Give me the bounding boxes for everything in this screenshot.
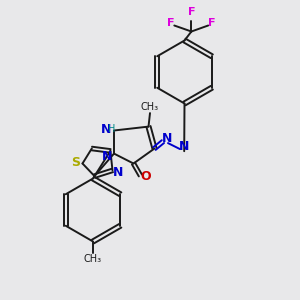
Text: N: N <box>100 122 111 136</box>
Text: N: N <box>162 132 172 146</box>
Text: N: N <box>179 140 189 153</box>
Text: S: S <box>71 156 80 170</box>
Text: N: N <box>102 150 112 163</box>
Text: O: O <box>140 170 151 184</box>
Text: F: F <box>208 18 216 28</box>
Text: N: N <box>113 166 124 179</box>
Text: H: H <box>108 124 115 134</box>
Text: CH₃: CH₃ <box>141 101 159 112</box>
Text: F: F <box>188 7 195 17</box>
Text: CH₃: CH₃ <box>84 254 102 264</box>
Text: F: F <box>167 18 174 28</box>
